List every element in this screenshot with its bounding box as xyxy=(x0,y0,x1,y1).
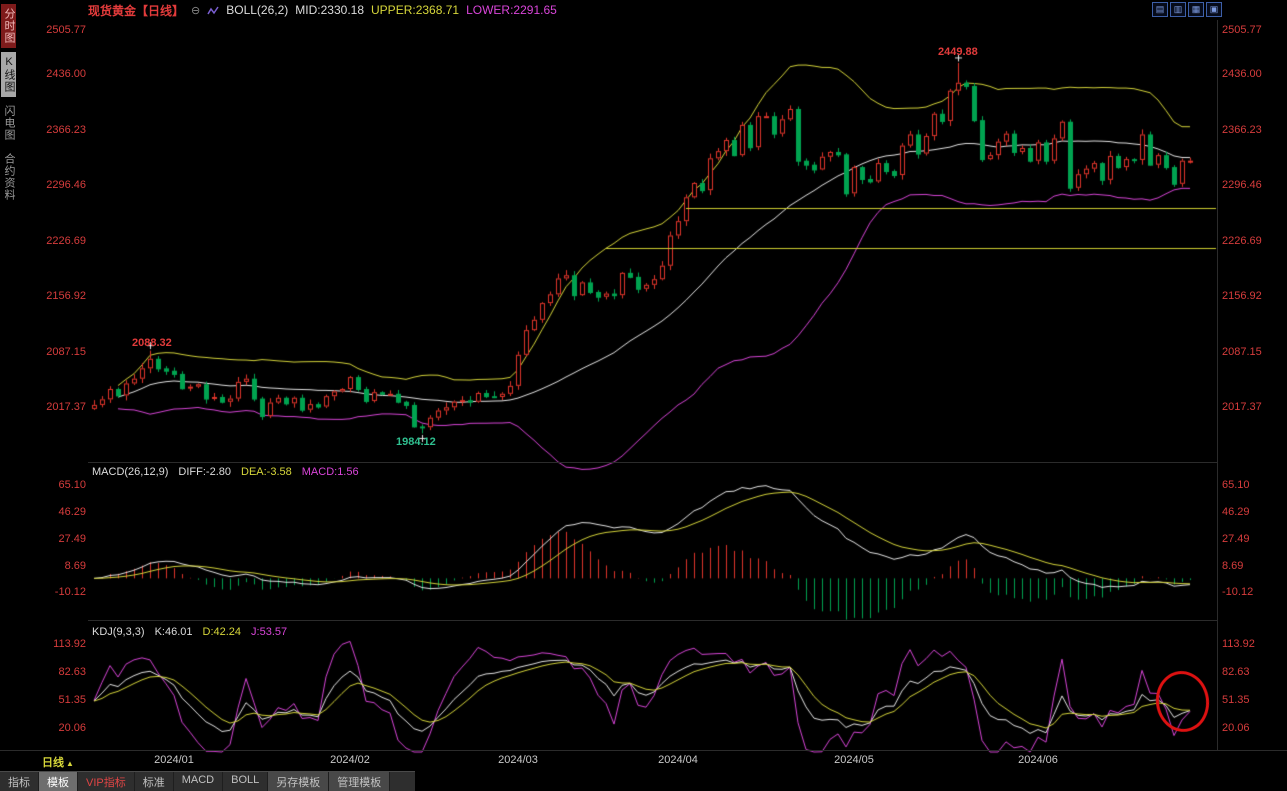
trough-price-label: 1984.12 xyxy=(396,436,436,449)
price-tick-label: 2366.23 xyxy=(1222,124,1262,136)
price-tick-label: 2505.77 xyxy=(46,24,86,36)
kdj-tick-label: 113.92 xyxy=(53,638,86,650)
macd-tick-label: 8.69 xyxy=(1222,560,1244,572)
bottom-toolbar: 指标 模板 VIP指标 标准 MACD BOLL 另存模板 管理模板 xyxy=(0,771,415,791)
price-tick-label: 2017.37 xyxy=(1222,401,1262,413)
tab-indicator[interactable]: 指标 xyxy=(0,772,39,791)
tab-macd[interactable]: MACD xyxy=(174,772,224,791)
macd-tick-label: 46.29 xyxy=(1222,506,1250,518)
price-tick-label: 2366.23 xyxy=(46,124,86,136)
panel-divider xyxy=(88,620,1217,621)
price-tick-label: 2087.15 xyxy=(46,346,86,358)
sidebar-item-contract-info[interactable]: 合约资料 xyxy=(3,153,15,201)
price-tick-label: 2296.46 xyxy=(1222,179,1262,191)
kdj-tick-label: 20.06 xyxy=(58,722,86,734)
kdj-k-value: K:46.01 xyxy=(154,626,193,638)
kdj-title: KDJ(9,3,3) xyxy=(92,626,145,638)
tab-template[interactable]: 模板 xyxy=(39,772,78,791)
kdj-d-value: D:42.24 xyxy=(202,626,242,638)
price-tick-label: 2156.92 xyxy=(46,290,86,302)
tab-standard[interactable]: 标准 xyxy=(135,772,174,791)
price-tick-label: 2226.69 xyxy=(46,235,86,247)
boll-upper-value: UPPER:2368.71 xyxy=(371,3,460,17)
indicator-icon xyxy=(207,5,219,15)
pane-layout-3-icon[interactable]: ▦ xyxy=(1188,2,1204,17)
price-tick-label: 2226.69 xyxy=(1222,235,1262,247)
sidebar-item-kline-chart[interactable]: K线图 xyxy=(1,52,16,97)
collapse-icon[interactable]: ⊖ xyxy=(191,4,201,17)
pane-layout-1-icon[interactable]: ▤ xyxy=(1152,2,1168,17)
chevron-up-icon: ▲ xyxy=(66,759,74,768)
kdj-tick-label: 82.63 xyxy=(58,666,86,678)
macd-tick-label: 46.29 xyxy=(58,506,86,518)
tab-boll[interactable]: BOLL xyxy=(223,772,269,791)
macd-tick-label: 65.10 xyxy=(1222,479,1250,491)
macd-tick-label: 8.69 xyxy=(64,560,86,572)
price-tick-label: 2017.37 xyxy=(46,401,86,413)
boll-mid-value: MID:2330.18 xyxy=(295,3,365,17)
macd-tick-label: -10.12 xyxy=(1222,586,1254,598)
x-axis-label: 2024/03 xyxy=(498,754,538,766)
kdj-tick-label: 113.92 xyxy=(1222,638,1255,650)
sidebar-item-time-chart[interactable]: 分时图 xyxy=(1,4,16,48)
tab-vip-indicator[interactable]: VIP指标 xyxy=(78,772,135,791)
macd-tick-label: 27.49 xyxy=(58,533,86,545)
x-axis-label: 2024/04 xyxy=(658,754,698,766)
sidebar: 分时图 K线图 闪电图 合约资料 xyxy=(0,0,17,790)
price-tick-label: 2156.92 xyxy=(1222,290,1262,302)
period-selector-label: 日线 xyxy=(42,757,64,769)
x-axis-label: 2024/06 xyxy=(1018,754,1058,766)
period-selector[interactable]: 日线 ▲ xyxy=(42,754,74,770)
boll-lower-value: LOWER:2291.65 xyxy=(466,3,557,17)
symbol-title: 现货黄金 xyxy=(88,3,137,18)
tab-manage-template[interactable]: 管理模板 xyxy=(329,772,391,791)
price-tick-label: 2296.46 xyxy=(46,179,86,191)
kdj-tick-label: 20.06 xyxy=(1222,722,1250,734)
price-tick-label: 2505.77 xyxy=(1222,24,1262,36)
panel-divider xyxy=(0,750,1287,751)
macd-diff-value: DIFF:-2.80 xyxy=(178,466,231,478)
price-tick-label: 2087.15 xyxy=(1222,346,1262,358)
boll-label: BOLL(26,2) xyxy=(226,3,289,17)
macd-title: MACD(26,12,9) xyxy=(92,466,169,478)
macd-header: MACD(26,12,9) DIFF:-2.80 DEA:-3.58 MACD:… xyxy=(92,466,359,478)
sidebar-item-lightning-chart[interactable]: 闪电图 xyxy=(3,105,15,141)
chart-header: 现货黄金 【日线】 ⊖ BOLL(26,2) MID:2330.18 UPPER:… xyxy=(88,2,557,18)
early-peak-price-label: 2088.32 xyxy=(132,336,172,349)
price-tick-label: 2436.00 xyxy=(46,68,86,80)
pane-layout-controls: ▤ ▥ ▦ ▣ xyxy=(1152,2,1222,17)
panel-divider xyxy=(88,462,1217,463)
kdj-header: KDJ(9,3,3) K:46.01 D:42.24 J:53.57 xyxy=(92,626,287,638)
x-axis-label: 2024/05 xyxy=(834,754,874,766)
kdj-tick-label: 51.35 xyxy=(1222,694,1250,706)
macd-tick-label: 65.10 xyxy=(58,479,86,491)
macd-macd-value: MACD:1.56 xyxy=(301,466,359,478)
period-title: 【日线】 xyxy=(136,3,185,18)
x-axis-label: 2024/02 xyxy=(330,754,370,766)
price-tick-label: 2436.00 xyxy=(1222,68,1262,80)
kdj-tick-label: 82.63 xyxy=(1222,666,1250,678)
peak-price-label: 2449.88 xyxy=(938,45,978,58)
kdj-tick-label: 51.35 xyxy=(58,694,86,706)
pane-layout-2-icon[interactable]: ▥ xyxy=(1170,2,1186,17)
x-axis-label: 2024/01 xyxy=(154,754,194,766)
kdj-j-value: J:53.57 xyxy=(251,626,288,638)
pane-layout-4-icon[interactable]: ▣ xyxy=(1206,2,1222,17)
macd-dea-value: DEA:-3.58 xyxy=(241,466,292,478)
tab-save-template[interactable]: 另存模板 xyxy=(268,772,330,791)
macd-tick-label: 27.49 xyxy=(1222,533,1250,545)
plot-right-border xyxy=(1217,20,1218,750)
macd-tick-label: -10.12 xyxy=(54,586,86,598)
